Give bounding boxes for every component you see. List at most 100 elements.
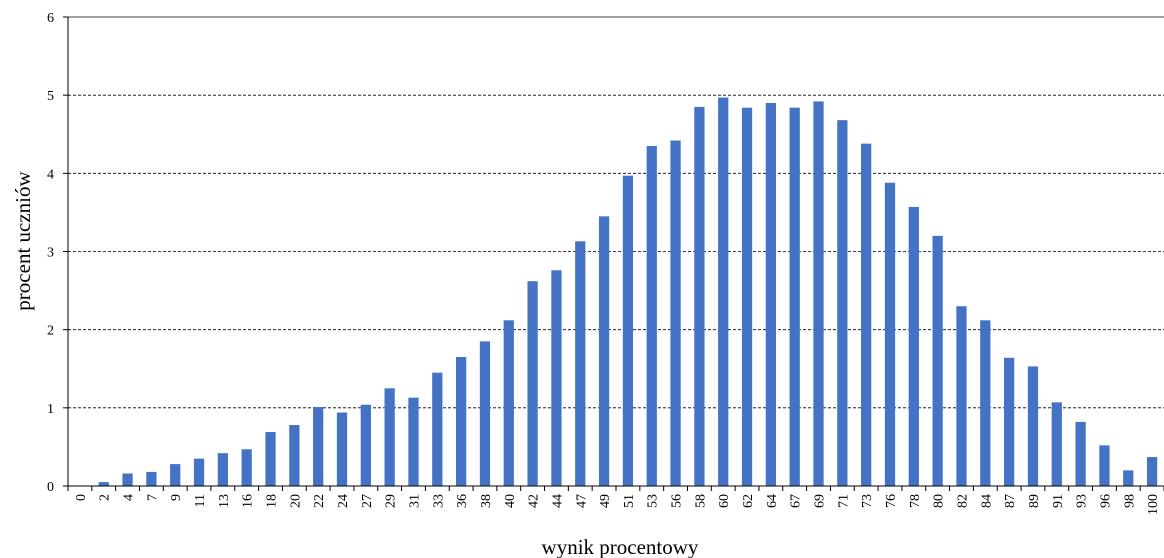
x-tick-label: 56: [670, 494, 685, 508]
x-tick-label: 4: [122, 494, 137, 501]
bar: [861, 143, 872, 486]
y-tick-label: 1: [47, 402, 54, 417]
y-tick-label: 5: [47, 89, 54, 104]
bar: [837, 120, 848, 487]
y-tick-label: 0: [47, 480, 54, 495]
bar: [551, 270, 562, 486]
bar: [1027, 366, 1039, 486]
bar: [432, 372, 443, 486]
bar: [217, 453, 228, 486]
bar: [146, 471, 157, 486]
x-tick-label: 98: [1122, 494, 1137, 508]
bar: [336, 412, 348, 486]
bar: [479, 341, 491, 486]
y-tick-labels: 0 1 2 3 4 5 6: [47, 11, 54, 495]
bar: [932, 235, 943, 486]
bar: [741, 107, 753, 486]
bar: [289, 425, 300, 486]
bar: [908, 206, 919, 486]
bar: [884, 182, 896, 487]
x-tick-label: 44: [550, 494, 565, 508]
bar: [265, 432, 276, 486]
bar: [646, 145, 657, 486]
bar: [313, 407, 324, 486]
x-tick-label: 96: [1098, 494, 1113, 508]
x-tick-label: 71: [836, 494, 851, 508]
x-tick-label: 87: [1003, 494, 1018, 508]
bar: [193, 458, 205, 486]
x-tick-label: 91: [1051, 494, 1066, 508]
bar: [598, 216, 610, 486]
bar: [503, 320, 514, 486]
bar: [575, 241, 586, 486]
bar: [360, 404, 371, 486]
bar: [1146, 457, 1158, 486]
x-tick-label: 58: [693, 494, 708, 508]
x-tick-label: 49: [598, 494, 613, 508]
x-tick-label: 69: [813, 494, 828, 508]
x-tick-label: 78: [908, 494, 923, 508]
x-tick-label: 51: [622, 494, 637, 508]
x-tick-label: 29: [384, 494, 399, 508]
x-tick-label: 40: [503, 494, 518, 508]
x-tick-label: 60: [717, 494, 732, 508]
x-tick-label: 93: [1075, 494, 1090, 508]
x-tick-label: 11: [193, 494, 208, 507]
y-tick-label: 6: [47, 11, 54, 26]
x-tick-label: 89: [1027, 494, 1042, 508]
y-axis-title: procent uczniów: [11, 170, 35, 310]
x-tick-labels: 0 2 4 7 9 11 13 16 18 20 22 24 27 29 31 33 36 38 40 42 44 47 4…: [74, 494, 1161, 515]
x-tick-label: 36: [455, 494, 470, 508]
x-tick-label: 47: [574, 494, 589, 508]
bar: [718, 97, 729, 487]
bar: [1051, 402, 1062, 486]
axes: [63, 16, 1164, 491]
x-tick-label: 84: [979, 494, 994, 508]
bar: [1123, 470, 1134, 486]
x-tick-label: 80: [932, 494, 947, 508]
bar: [622, 175, 634, 486]
bar: [956, 306, 967, 486]
y-tick-label: 4: [47, 167, 54, 182]
x-tick-label: 76: [884, 494, 899, 508]
bar: [98, 482, 109, 486]
bar: [527, 281, 538, 486]
x-tick-label: 33: [431, 494, 446, 508]
x-tick-label: 22: [312, 494, 327, 508]
x-tick-label: 53: [646, 494, 661, 508]
x-tick-label: 73: [860, 494, 875, 508]
x-tick-label: 67: [789, 494, 804, 508]
x-tick-label: 31: [407, 494, 422, 508]
bar: [980, 320, 991, 486]
x-tick-label: 27: [360, 494, 375, 508]
bar: [789, 107, 800, 486]
bar: [170, 464, 181, 486]
bar: [670, 140, 681, 486]
bar: [1075, 421, 1086, 486]
x-tick-label: 82: [955, 494, 970, 508]
bar: [765, 102, 776, 486]
x-tick-label: 38: [479, 494, 494, 508]
bar: [1099, 445, 1110, 486]
x-tick-label: 62: [741, 494, 756, 508]
x-tick-label: 42: [527, 494, 542, 508]
bar: [241, 449, 252, 486]
x-tick-label: 64: [765, 494, 780, 508]
bars: [98, 97, 1158, 487]
bar: [408, 397, 419, 486]
y-tick-label: 2: [47, 324, 54, 339]
x-tick-label: 9: [169, 494, 184, 501]
bar: [456, 357, 467, 486]
x-tick-label: 18: [265, 494, 280, 508]
gridlines: [68, 16, 1164, 409]
x-tick-label: 20: [288, 494, 303, 508]
x-tick-label: 100: [1146, 494, 1161, 515]
bar: [1004, 357, 1015, 486]
x-tick-label: 24: [336, 494, 351, 508]
x-axis-title: wynik procentowy: [542, 535, 699, 558]
x-tick-label: 16: [241, 494, 256, 508]
bar: [813, 101, 824, 487]
bar: [122, 473, 133, 486]
x-tick-label: 13: [217, 494, 232, 508]
